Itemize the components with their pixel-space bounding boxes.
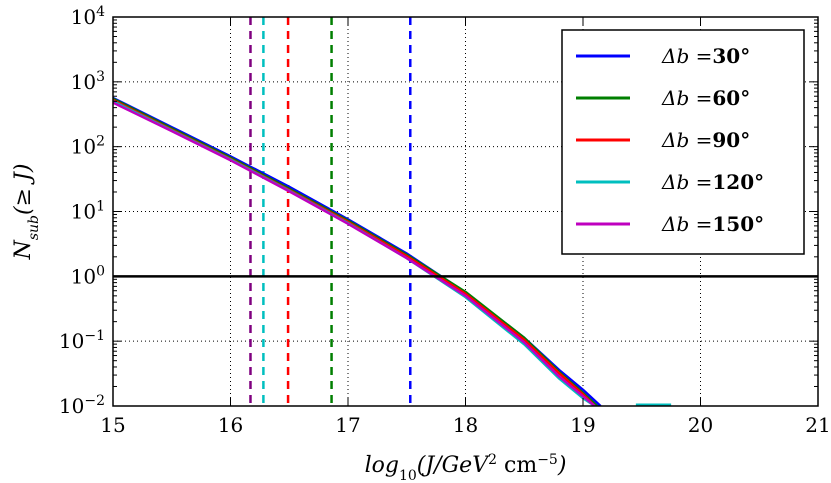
- x-label-sub: 10: [399, 468, 417, 483]
- y-tick-base: 10: [59, 394, 84, 418]
- series-layer: [113, 96, 672, 406]
- y-tick-label: 101: [71, 199, 105, 224]
- x-label-paren: (J/GeV: [417, 453, 490, 478]
- y-tick-exponent: 3: [96, 69, 105, 85]
- y-tick-label: 103: [71, 69, 105, 94]
- y-tick-label: 10−1: [59, 328, 105, 353]
- legend-eq: =: [689, 212, 712, 236]
- y-label-rest: (≥ J): [11, 164, 36, 215]
- y-tick-label: 104: [71, 4, 105, 29]
- legend-box: [561, 29, 805, 255]
- legend-symbol: Δb: [661, 212, 689, 236]
- legend-value: 120°: [712, 170, 764, 194]
- y-tick-base: 10: [71, 135, 96, 159]
- vline-layer: [249, 17, 412, 406]
- legend-symbol: Δb: [661, 128, 689, 152]
- legend-eq: =: [689, 86, 712, 110]
- legend-value: 150°: [712, 212, 764, 236]
- legend-value: 30°: [712, 44, 750, 68]
- legend-eq: =: [689, 44, 712, 68]
- legend-value: 90°: [712, 128, 750, 152]
- legend-symbol: Δb: [661, 86, 689, 110]
- x-axis-label: log10(J/GeV2 cm−5): [365, 452, 567, 483]
- legend-entry-label: Δb =120°: [661, 170, 764, 194]
- y-tick-base: 10: [71, 5, 96, 29]
- legend-entry-label: Δb =150°: [661, 212, 764, 236]
- x-tick-label: 17: [335, 413, 360, 437]
- legend-eq: =: [689, 128, 712, 152]
- legend: Δb =30°Δb =60°Δb =90°Δb =120°Δb =150°: [561, 29, 805, 255]
- legend-symbol: Δb: [661, 44, 689, 68]
- y-tick-exponent: −2: [84, 393, 105, 409]
- legend-eq: =: [689, 170, 712, 194]
- legend-symbol: Δb: [661, 170, 689, 194]
- y-tick-base: 10: [71, 70, 96, 94]
- x-label-sup1: 2: [488, 452, 497, 468]
- y-tick-base: 10: [71, 264, 96, 288]
- y-tick-base: 10: [59, 329, 84, 353]
- y-tick-base: 10: [71, 200, 96, 224]
- x-tick-label: 21: [805, 413, 830, 437]
- x-tick-label: 20: [688, 413, 713, 437]
- x-label-mid: cm: [497, 453, 537, 478]
- x-label-end: ): [557, 453, 567, 478]
- y-axis-label: Nsub(≥ J): [11, 164, 42, 261]
- x-tick-label: 18: [453, 413, 478, 437]
- y-tick-exponent: 4: [96, 4, 105, 20]
- y-label-sub: sub: [26, 215, 42, 240]
- x-label-sup2: −5: [537, 452, 558, 468]
- y-tick-label: 100: [71, 263, 105, 288]
- x-tick-label: 15: [100, 413, 125, 437]
- y-tick-label: 102: [71, 134, 105, 159]
- series-line: [113, 97, 598, 406]
- y-label-main: N: [11, 239, 36, 260]
- legend-entry-label: Δb =90°: [661, 128, 750, 152]
- series-line: [113, 98, 596, 406]
- y-tick-exponent: 2: [96, 134, 105, 150]
- series-line: [113, 96, 602, 406]
- y-tick-exponent: 0: [96, 263, 105, 279]
- legend-entry-label: Δb =60°: [661, 86, 750, 110]
- legend-value: 60°: [712, 86, 750, 110]
- x-tick-label: 16: [218, 413, 243, 437]
- x-tick-label: 19: [570, 413, 595, 437]
- y-tick-label: 10−2: [59, 393, 105, 418]
- series-line: [113, 101, 596, 406]
- y-tick-exponent: 1: [96, 199, 105, 215]
- y-tick-exponent: −1: [84, 328, 105, 344]
- legend-entry-label: Δb =30°: [661, 44, 750, 68]
- x-label-main: log: [365, 453, 399, 478]
